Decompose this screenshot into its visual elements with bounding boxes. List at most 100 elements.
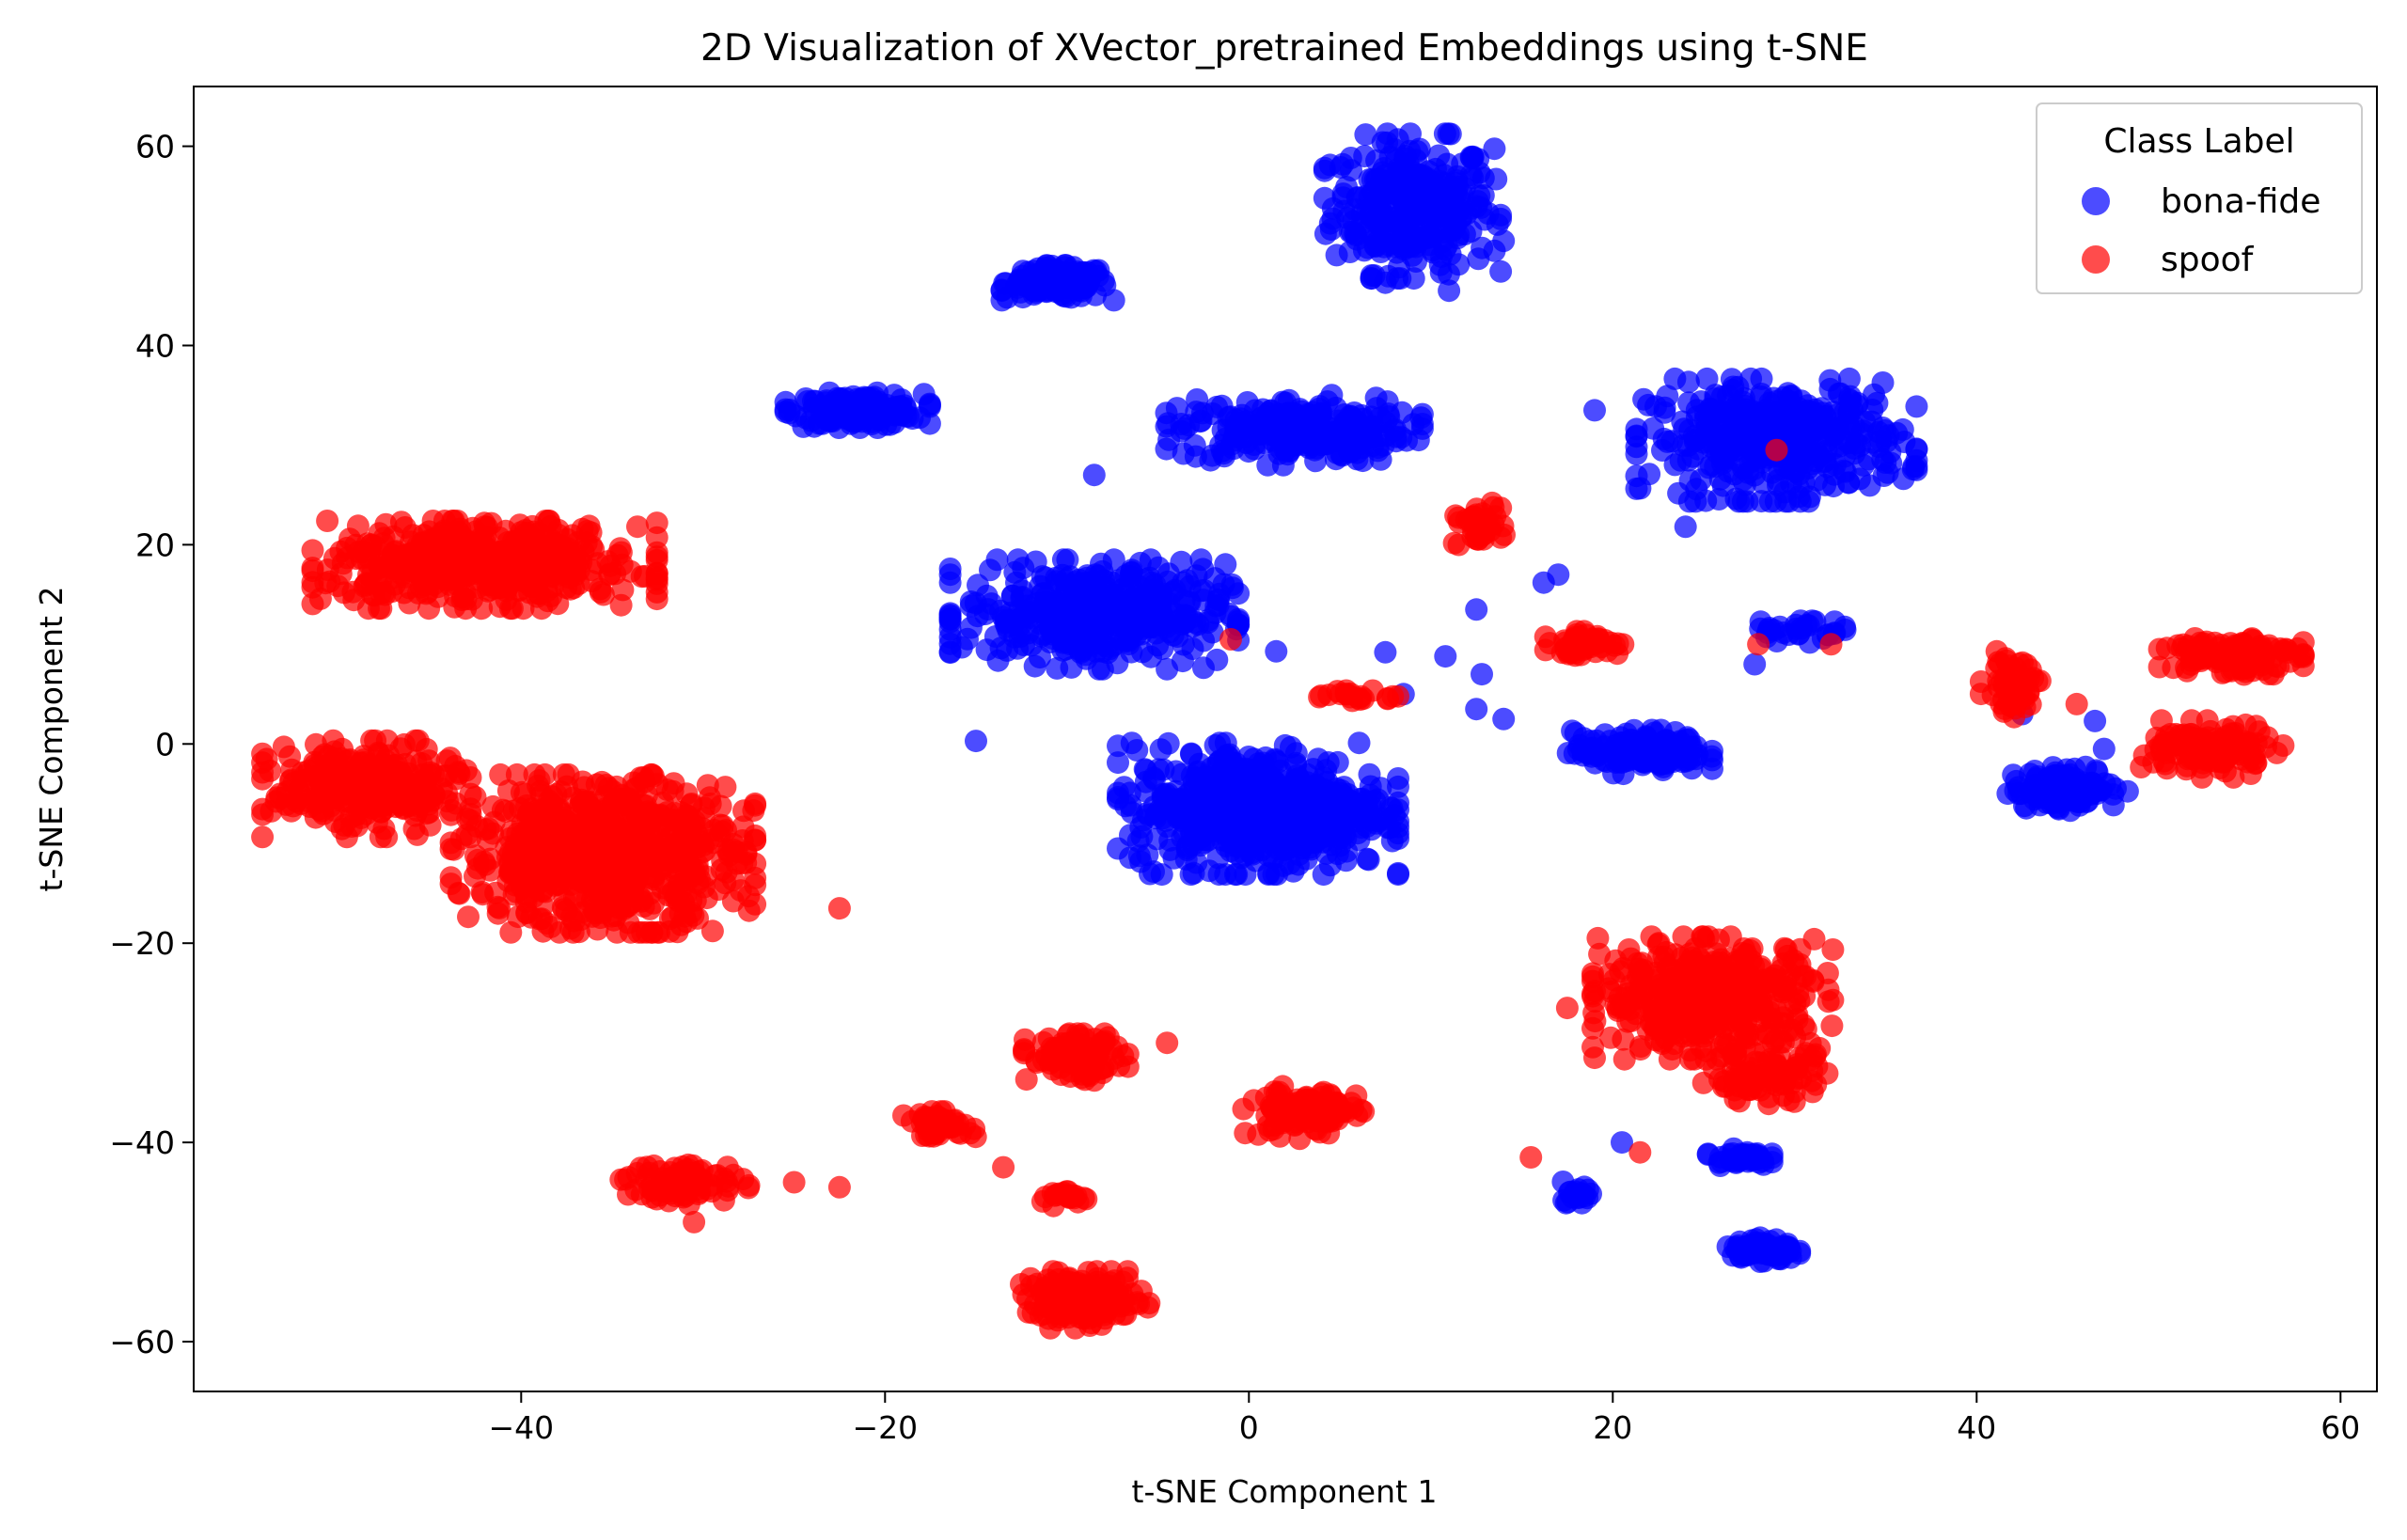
scatter-point-bona-fide [1373, 808, 1396, 831]
scatter-point-spoof [527, 774, 550, 797]
scatter-point-spoof [310, 799, 333, 823]
scatter-point-bona-fide [1344, 198, 1367, 222]
scatter-point-spoof [1653, 951, 1676, 975]
scatter-point-bona-fide [1821, 401, 1845, 423]
scatter-point-bona-fide [1466, 190, 1489, 213]
scatter-point-bona-fide [1272, 428, 1296, 451]
scatter-point-bona-fide [1833, 615, 1856, 638]
scatter-point-bona-fide [1492, 707, 1516, 731]
scatter-point-spoof [617, 850, 639, 873]
scatter-point-bona-fide [1245, 832, 1268, 856]
scatter-point-bona-fide [1814, 449, 1837, 473]
scatter-point-bona-fide [1368, 209, 1392, 232]
scatter-point-bona-fide [1194, 786, 1218, 809]
scatter-point-bona-fide [1259, 774, 1282, 797]
scatter-point-bona-fide [1638, 463, 1661, 486]
scatter-point-bona-fide [1041, 271, 1064, 294]
scatter-point-bona-fide [1858, 474, 1881, 497]
scatter-point-bona-fide [1186, 761, 1209, 784]
scatter-point-bona-fide [1395, 429, 1418, 452]
scatter-point-bona-fide [1034, 566, 1058, 589]
scatter-point-bona-fide [1314, 432, 1338, 456]
scatter-point-bona-fide [1438, 279, 1461, 303]
scatter-point-bona-fide [1102, 289, 1125, 312]
scatter-point-bona-fide [1861, 399, 1884, 421]
scatter-point-spoof [514, 883, 538, 906]
scatter-point-spoof [464, 785, 487, 809]
scatter-point-bona-fide [1394, 232, 1418, 256]
scatter-point-bona-fide [1693, 408, 1717, 432]
scatter-point-bona-fide [1155, 437, 1178, 461]
scatter-point-bona-fide [1439, 181, 1462, 204]
scatter-point-bona-fide [1204, 733, 1227, 757]
scatter-point-spoof [251, 825, 275, 849]
scatter-point-bona-fide [1439, 122, 1462, 146]
scatter-point-bona-fide [1271, 390, 1294, 414]
scatter-point-bona-fide [1746, 424, 1770, 447]
scatter-point-bona-fide [1172, 442, 1195, 465]
scatter-point-spoof [1766, 1054, 1788, 1077]
scatter-point-spoof [630, 889, 653, 913]
scatter-point-bona-fide [882, 401, 905, 425]
scatter-point-spoof [372, 581, 396, 605]
scatter-point-bona-fide [1701, 432, 1724, 456]
series-spoof [251, 438, 2315, 1340]
scatter-point-bona-fide [1905, 438, 1928, 462]
scatter-point-spoof [711, 849, 734, 872]
scatter-point-spoof [536, 823, 559, 846]
scatter-point-bona-fide [1672, 433, 1695, 457]
scatter-point-bona-fide [1547, 563, 1570, 587]
scatter-point-bona-fide [1690, 468, 1712, 492]
scatter-point-spoof [1821, 988, 1845, 1012]
scatter-point-bona-fide [1583, 399, 1606, 422]
scatter-point-bona-fide [1877, 424, 1900, 448]
scatter-point-spoof [697, 828, 720, 852]
scatter-point-bona-fide [1280, 735, 1302, 759]
scatter-point-bona-fide [1211, 801, 1234, 825]
scatter-point-bona-fide [1625, 435, 1648, 459]
scatter-point-bona-fide [1225, 863, 1249, 887]
scatter-point-bona-fide [1675, 726, 1699, 749]
scatter-point-spoof [466, 575, 490, 599]
scatter-point-bona-fide [1151, 782, 1174, 806]
scatter-point-bona-fide [1404, 178, 1427, 201]
scatter-point-spoof [569, 835, 592, 858]
scatter-point-spoof [1092, 1057, 1115, 1080]
scatter-point-bona-fide [1321, 207, 1345, 230]
scatter-point-spoof [1619, 1010, 1643, 1032]
scatter-point-bona-fide [1492, 229, 1516, 253]
scatter-point-spoof [318, 752, 341, 776]
scatter-point-spoof [405, 823, 429, 846]
scatter-point-bona-fide [908, 406, 932, 430]
scatter-point-bona-fide [1745, 1236, 1768, 1260]
scatter-point-spoof [559, 544, 583, 568]
scatter-point-bona-fide [990, 289, 1014, 312]
scatter-point-spoof [494, 551, 516, 574]
scatter-point-spoof [1581, 969, 1604, 993]
scatter-point-spoof [645, 588, 669, 611]
scatter-point-bona-fide [1358, 762, 1381, 786]
scatter-point-bona-fide [1651, 439, 1674, 462]
scatter-point-spoof [290, 792, 313, 815]
scatter-point-bona-fide [1072, 605, 1095, 628]
scatter-point-spoof [538, 510, 561, 532]
scatter-point-bona-fide [826, 392, 850, 416]
scatter-point-bona-fide [1465, 598, 1488, 621]
scatter-point-spoof [382, 525, 405, 548]
scatter-point-spoof [674, 866, 698, 889]
scatter-point-bona-fide [965, 730, 987, 753]
scatter-point-bona-fide [1119, 824, 1141, 847]
scatter-point-spoof [265, 786, 289, 809]
scatter-point-bona-fide [1729, 450, 1753, 474]
scatter-point-spoof [1786, 1053, 1809, 1076]
scatter-point-spoof [489, 573, 512, 596]
scatter-point-spoof [609, 541, 633, 564]
scatter-point-bona-fide [1402, 267, 1425, 291]
scatter-point-bona-fide [1892, 467, 1915, 491]
scatter-point-spoof [457, 905, 480, 929]
scatter-point-bona-fide [1764, 490, 1787, 513]
scatter-point-bona-fide [1000, 584, 1024, 607]
scatter-point-bona-fide [1489, 203, 1513, 227]
scatter-point-spoof [1771, 1084, 1795, 1108]
scatter-point-bona-fide [1189, 825, 1213, 849]
